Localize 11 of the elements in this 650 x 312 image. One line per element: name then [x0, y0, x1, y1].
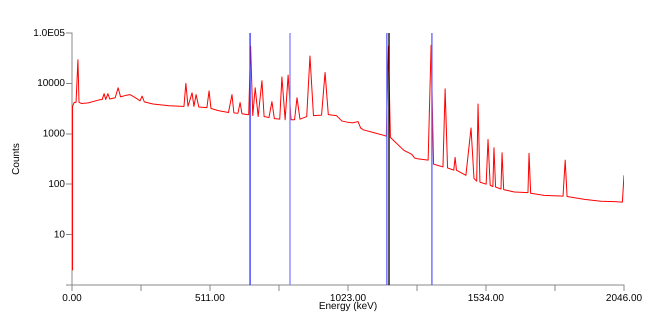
- y-tick-label: 1000: [42, 128, 66, 140]
- x-tick-label: 0.00: [62, 292, 82, 304]
- y-tick-label: 10: [54, 229, 66, 240]
- y-tick-label: 10000: [37, 78, 66, 90]
- y-axis-title: Counts: [10, 143, 22, 175]
- x-tick-label: 511.00: [194, 292, 226, 304]
- x-tick-label: 1534.00: [468, 292, 504, 304]
- y-tick-label: 100: [48, 178, 66, 190]
- y-tick-label: 1.0E05: [33, 28, 66, 39]
- x-tick-label: 2046.00: [606, 292, 643, 304]
- x-axis-title: Energy (keV): [318, 300, 378, 312]
